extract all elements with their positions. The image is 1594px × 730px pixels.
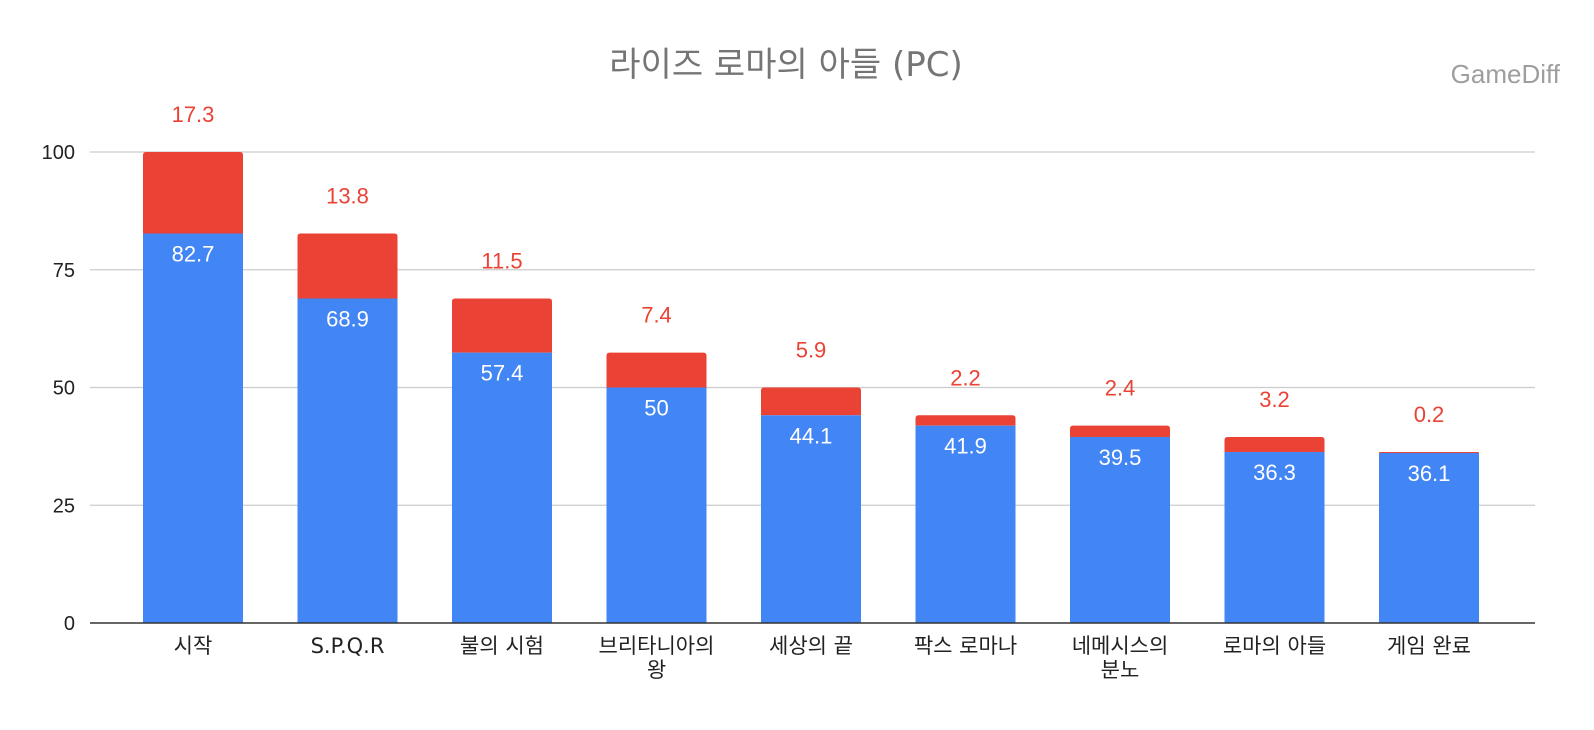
bar-segment-top [452, 298, 552, 353]
data-label-top: 5.9 [796, 338, 827, 363]
x-tick-label-line: 팍스 로마나 [914, 634, 1017, 658]
bar-segment-top [297, 233, 398, 299]
x-tick-label: 브리타니아의 왕 [599, 634, 715, 682]
data-label-base: 39.5 [1099, 445, 1142, 470]
x-tick-label: 네메시스의 분노 [1072, 634, 1169, 682]
data-label-top: 3.2 [1259, 387, 1290, 412]
x-tick-label-line: 게임 완료 [1387, 634, 1471, 658]
bar-segment-top [606, 352, 707, 388]
data-label-base: 50 [644, 396, 668, 421]
x-tick-label: 불의 시험 [460, 634, 544, 658]
x-tick-label-line: 분노 [1101, 658, 1140, 682]
axes: 0 25 50 75 100 시작 S.P.Q.R 불의 시험 브리타니아의 왕 세상의 끝 팍스 로… [42, 142, 1535, 682]
y-tick-label: 50 [53, 378, 75, 400]
x-tick-label-line: 불의 시험 [460, 634, 544, 658]
bar-segment-base [1379, 452, 1479, 623]
x-tick-label: 세상의 끝 [769, 634, 853, 658]
x-tick-label-line: 왕 [647, 658, 666, 682]
data-label-top: 2.4 [1105, 376, 1136, 401]
bar-segment-base [452, 352, 552, 623]
data-label-top: 17.3 [172, 102, 215, 127]
data-label-base: 82.7 [172, 241, 215, 266]
bar-segment-base [1224, 452, 1325, 623]
bar-segment-top [761, 387, 861, 416]
bar-segment-base [1070, 436, 1170, 623]
y-tick-label: 0 [64, 613, 75, 635]
data-label-top: 2.2 [950, 365, 981, 390]
bar-segment-base [297, 298, 398, 623]
x-tick-label: 팍스 로마나 [914, 634, 1017, 658]
y-tick-label: 25 [53, 495, 75, 517]
data-label-top: 11.5 [481, 248, 522, 273]
data-label-base: 68.9 [326, 306, 369, 331]
y-tick-label: 100 [42, 142, 75, 164]
bar-segment-top [1379, 452, 1479, 453]
x-tick-label-line: 브리타니아의 [599, 634, 715, 658]
data-label-top: 0.2 [1414, 402, 1445, 427]
watermark-label: GameDiff [1451, 59, 1561, 89]
data-label-top: 13.8 [326, 183, 369, 208]
chart-title: 라이즈 로마의 아들 (PC) [609, 45, 962, 85]
data-label-top: 7.4 [641, 303, 672, 328]
bar-segment-base [143, 233, 243, 623]
x-tick-label: 게임 완료 [1387, 634, 1471, 658]
data-label-base: 57.4 [481, 361, 524, 386]
x-tick-label-line: 세상의 끝 [769, 634, 853, 658]
y-tick-label: 75 [53, 260, 75, 282]
data-label-base: 41.9 [944, 434, 987, 459]
bar-segment-top [1070, 425, 1170, 437]
bar-segment-base [761, 415, 861, 623]
bar-segment-top [1224, 436, 1325, 453]
x-tick-label-line: 시작 [174, 634, 213, 658]
x-tick-label-line: S.P.Q.R [311, 634, 385, 658]
x-tick-label: S.P.Q.R [311, 634, 385, 658]
bar-segment-top [143, 152, 243, 234]
x-tick-label-line: 로마의 아들 [1223, 634, 1326, 658]
bar-segment-base [915, 425, 1016, 623]
bar-segment-top [915, 415, 1016, 426]
x-tick-label-line: 네메시스의 [1072, 634, 1169, 658]
bars [143, 152, 1479, 623]
data-label-base: 36.3 [1253, 460, 1296, 485]
data-label-base: 36.1 [1408, 461, 1451, 486]
x-tick-label: 시작 [174, 634, 213, 658]
x-tick-label: 로마의 아들 [1223, 634, 1326, 658]
data-labels: 82.7 17.3 68.9 13.8 57.4 11.5 50 7.4 44.1 5.9 41.9… [172, 102, 1451, 486]
bar-segment-base [606, 387, 707, 623]
data-label-base: 44.1 [790, 423, 833, 448]
